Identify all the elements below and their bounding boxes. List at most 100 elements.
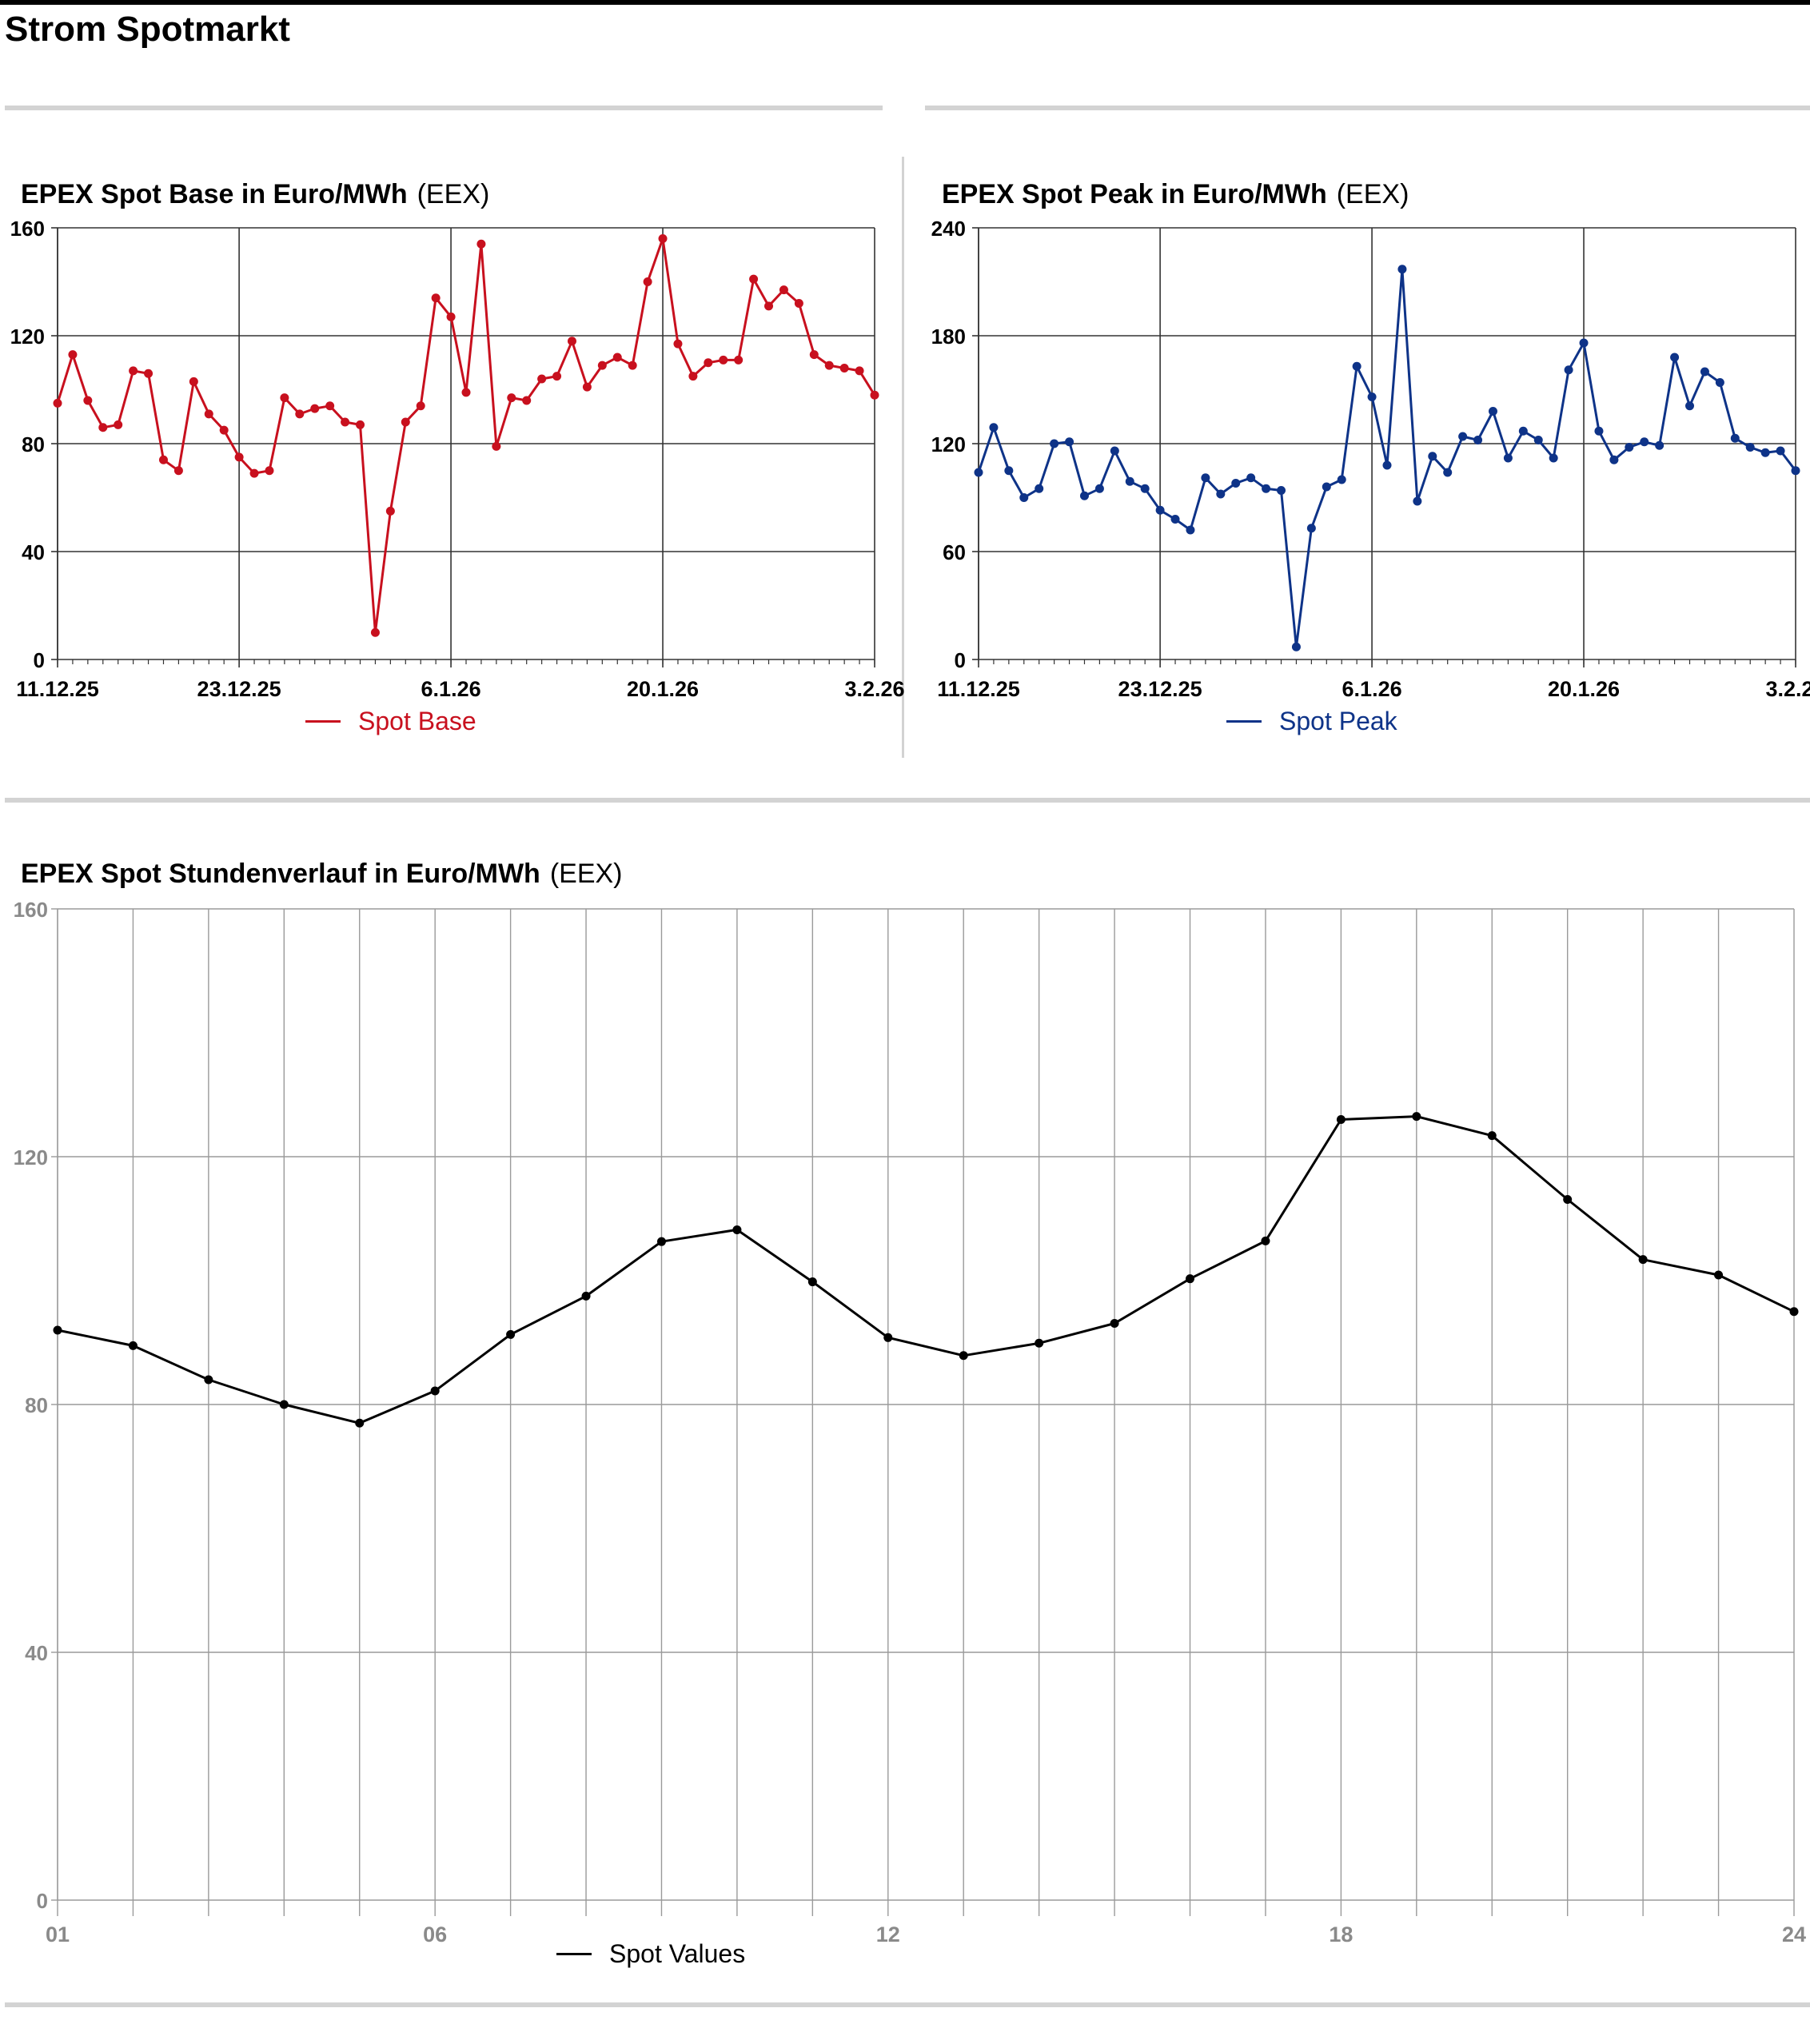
hourly-data-point xyxy=(1261,1236,1270,1245)
base-data-point xyxy=(446,312,456,321)
base-data-point xyxy=(234,452,244,462)
base-data-point xyxy=(764,301,774,311)
peak-data-point xyxy=(1791,466,1800,476)
base-data-point xyxy=(416,401,425,411)
hourly-legend-label: Spot Values xyxy=(609,1939,746,1968)
hourly-data-point xyxy=(506,1329,516,1339)
peak-data-point xyxy=(1231,479,1241,488)
peak-ytick-label: 180 xyxy=(931,325,966,349)
peak-data-point xyxy=(1443,468,1453,477)
base-data-point xyxy=(658,234,668,243)
peak-data-point xyxy=(1670,353,1680,362)
base-data-point xyxy=(83,396,93,405)
base-xtick-label: 6.1.26 xyxy=(421,677,481,701)
peak-chart-title: EPEX Spot Peak in Euro/MWh (EEX) xyxy=(942,179,1409,210)
peak-title-source: (EEX) xyxy=(1336,179,1409,209)
peak-data-point xyxy=(1503,453,1513,463)
base-legend-swatch xyxy=(305,720,341,723)
peak-data-point xyxy=(1065,437,1074,447)
peak-data-point xyxy=(1050,439,1059,448)
peak-data-point xyxy=(1382,460,1392,470)
hourly-title-text: EPEX Spot Stundenverlauf in Euro/MWh xyxy=(21,859,540,889)
peak-data-point xyxy=(1201,473,1210,483)
base-data-point xyxy=(385,506,395,516)
separator-top-left xyxy=(5,106,883,110)
peak-data-point xyxy=(1685,401,1695,411)
base-data-point xyxy=(628,361,637,370)
peak-data-point xyxy=(1216,489,1226,499)
hourly-data-point xyxy=(732,1225,742,1234)
base-legend[interactable]: Spot Base xyxy=(305,707,476,736)
base-chart-title: EPEX Spot Base in Euro/MWh (EEX) xyxy=(21,179,489,210)
hourly-chart-title: EPEX Spot Stundenverlauf in Euro/MWh (EEX… xyxy=(21,859,623,890)
hourly-ytick-label: 80 xyxy=(25,1393,48,1417)
base-data-point xyxy=(643,277,652,286)
hourly-xtick-label: 06 xyxy=(423,1922,447,1946)
hourly-xtick-label: 01 xyxy=(46,1922,70,1946)
base-legend-label: Spot Base xyxy=(358,707,476,735)
base-data-point xyxy=(582,382,592,392)
peak-title-text: EPEX Spot Peak in Euro/MWh xyxy=(942,179,1327,209)
peak-data-point xyxy=(1277,486,1286,495)
base-data-point xyxy=(779,285,788,295)
hourly-data-point xyxy=(1789,1307,1799,1317)
hourly-data-point xyxy=(1487,1131,1497,1141)
base-ytick-label: 120 xyxy=(10,325,45,349)
base-data-point xyxy=(839,364,849,373)
hourly-data-point xyxy=(355,1418,365,1428)
base-series-line xyxy=(56,237,876,634)
peak-ytick-label: 120 xyxy=(931,432,966,456)
peak-ytick-label: 0 xyxy=(955,648,966,672)
peak-data-point xyxy=(1655,440,1664,450)
peak-data-point xyxy=(1458,432,1468,441)
peak-data-point xyxy=(1594,426,1604,436)
hourly-ytick-label: 0 xyxy=(37,1889,48,1913)
peak-legend[interactable]: Spot Peak xyxy=(1226,707,1397,736)
base-data-point xyxy=(341,417,350,427)
peak-data-point xyxy=(1609,455,1619,464)
peak-xtick-label: 3.2.26 xyxy=(1765,677,1810,701)
peak-ytick-label: 60 xyxy=(943,540,966,564)
peak-data-point xyxy=(974,468,983,477)
base-xtick-label: 20.1.26 xyxy=(627,677,699,701)
peak-data-point xyxy=(1170,515,1180,524)
base-data-point xyxy=(280,393,289,403)
peak-legend-swatch xyxy=(1226,720,1262,723)
base-data-point xyxy=(476,239,486,249)
separator-vertical xyxy=(902,157,904,758)
top-rule xyxy=(0,0,1810,5)
base-title-text: EPEX Spot Base in Euro/MWh xyxy=(21,179,408,209)
peak-data-point xyxy=(1262,484,1271,493)
peak-data-point xyxy=(1760,448,1770,457)
peak-data-point xyxy=(1518,426,1528,436)
peak-data-point xyxy=(1428,452,1437,461)
peak-xtick-label: 11.12.25 xyxy=(937,677,1020,701)
base-data-point xyxy=(597,361,607,370)
base-data-point xyxy=(356,420,365,429)
peak-data-point xyxy=(1397,265,1407,274)
peak-data-point xyxy=(1488,407,1497,416)
base-data-point xyxy=(98,423,108,432)
peak-data-point xyxy=(989,423,999,432)
hourly-data-point xyxy=(581,1291,591,1301)
hourly-xtick-label: 12 xyxy=(876,1922,900,1946)
base-ytick-label: 160 xyxy=(10,217,45,241)
base-data-point xyxy=(189,377,198,386)
hourly-data-point xyxy=(1336,1115,1346,1124)
page-title: Strom Spotmarkt xyxy=(5,10,290,49)
base-title-source: (EEX) xyxy=(417,179,490,209)
hourly-chart xyxy=(51,908,1799,1916)
peak-data-point xyxy=(1094,484,1104,493)
hourly-legend[interactable]: Spot Values xyxy=(556,1939,745,1969)
base-data-point xyxy=(401,417,410,427)
base-data-point xyxy=(824,361,834,370)
base-xtick-label: 23.12.25 xyxy=(197,677,281,701)
peak-data-point xyxy=(1322,482,1331,492)
peak-data-point xyxy=(1564,365,1573,375)
peak-legend-label: Spot Peak xyxy=(1279,707,1397,735)
base-data-point xyxy=(537,374,547,384)
hourly-ytick-label: 40 xyxy=(25,1641,48,1665)
separator-top-right xyxy=(925,106,1810,110)
base-data-point xyxy=(749,274,759,284)
